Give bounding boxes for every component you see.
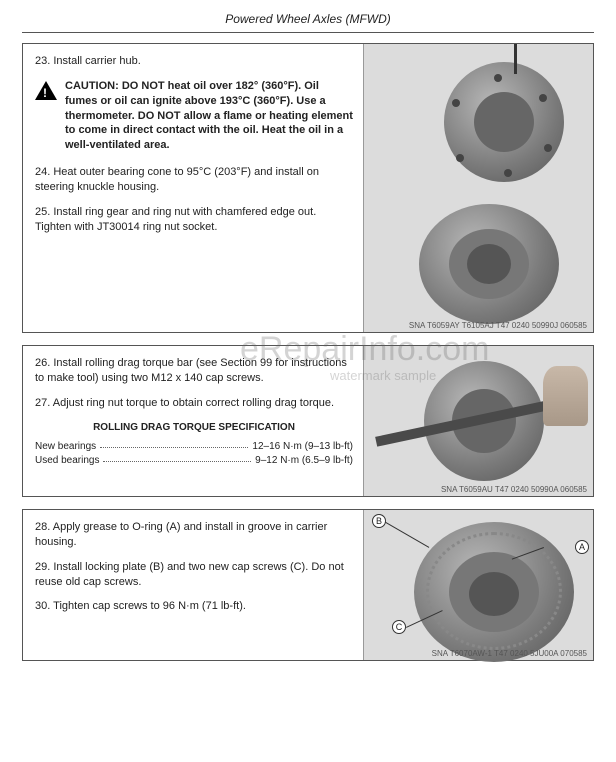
spec-dots: [103, 454, 251, 462]
section-3: 28. Apply grease to O-ring (A) and insta…: [22, 509, 594, 661]
step-24: 24. Heat outer bearing cone to 95°C (203…: [35, 165, 353, 195]
section-2-text: 26. Install rolling drag torque bar (see…: [23, 346, 363, 496]
step-27: 27. Adjust ring nut torque to obtain cor…: [35, 396, 353, 411]
section-2: 26. Install rolling drag torque bar (see…: [22, 345, 594, 497]
spec-title: ROLLING DRAG TORQUE SPECIFICATION: [35, 421, 353, 435]
warning-icon: [35, 81, 57, 100]
caution-text: CAUTION: DO NOT heat oil over 182° (360°…: [65, 79, 353, 153]
caution-block: CAUTION: DO NOT heat oil over 182° (360°…: [35, 79, 353, 153]
figure-ref-1: SNA T6059AY T6105AJ T47 0240 50990J 0605…: [409, 321, 587, 330]
spec-dots: [100, 440, 248, 448]
step-23: 23. Install carrier hub.: [35, 54, 353, 69]
figure-ref-3: SNA T6070AW-1 T47 0240 5JU00A 070585: [432, 649, 587, 658]
step-28: 28. Apply grease to O-ring (A) and insta…: [35, 520, 353, 550]
section-2-figure: SNA T6059AU T47 0240 50990A 060585: [363, 346, 593, 496]
spec-value-0: 12–16 N·m (9–13 lb-ft): [252, 440, 353, 454]
spec-row-0: New bearings 12–16 N·m (9–13 lb-ft): [35, 440, 353, 454]
section-1: 23. Install carrier hub. CAUTION: DO NOT…: [22, 43, 594, 333]
section-1-figures: SNA T6059AY T6105AJ T47 0240 50990J 0605…: [363, 44, 593, 332]
callout-a: A: [575, 540, 589, 554]
step-29: 29. Install locking plate (B) and two ne…: [35, 560, 353, 590]
spec-row-1: Used bearings 9–12 N·m (6.5–9 lb-ft): [35, 454, 353, 468]
callout-b: B: [372, 514, 386, 528]
section-3-figure: B A C SNA T6070AW-1 T47 0240 5JU00A 0705…: [363, 510, 593, 660]
callout-c: C: [392, 620, 406, 634]
step-25: 25. Install ring gear and ring nut with …: [35, 205, 353, 235]
spec-value-1: 9–12 N·m (6.5–9 lb-ft): [255, 454, 353, 468]
spec-label-0: New bearings: [35, 440, 96, 454]
figure-ref-2: SNA T6059AU T47 0240 50990A 060585: [441, 485, 587, 494]
section-1-text: 23. Install carrier hub. CAUTION: DO NOT…: [23, 44, 363, 332]
page: Powered Wheel Axles (MFWD) 23. Install c…: [0, 0, 616, 679]
spec-label-1: Used bearings: [35, 454, 99, 468]
step-30: 30. Tighten cap screws to 96 N·m (71 lb-…: [35, 599, 353, 614]
section-3-text: 28. Apply grease to O-ring (A) and insta…: [23, 510, 363, 660]
page-title: Powered Wheel Axles (MFWD): [22, 12, 594, 33]
step-26: 26. Install rolling drag torque bar (see…: [35, 356, 353, 386]
